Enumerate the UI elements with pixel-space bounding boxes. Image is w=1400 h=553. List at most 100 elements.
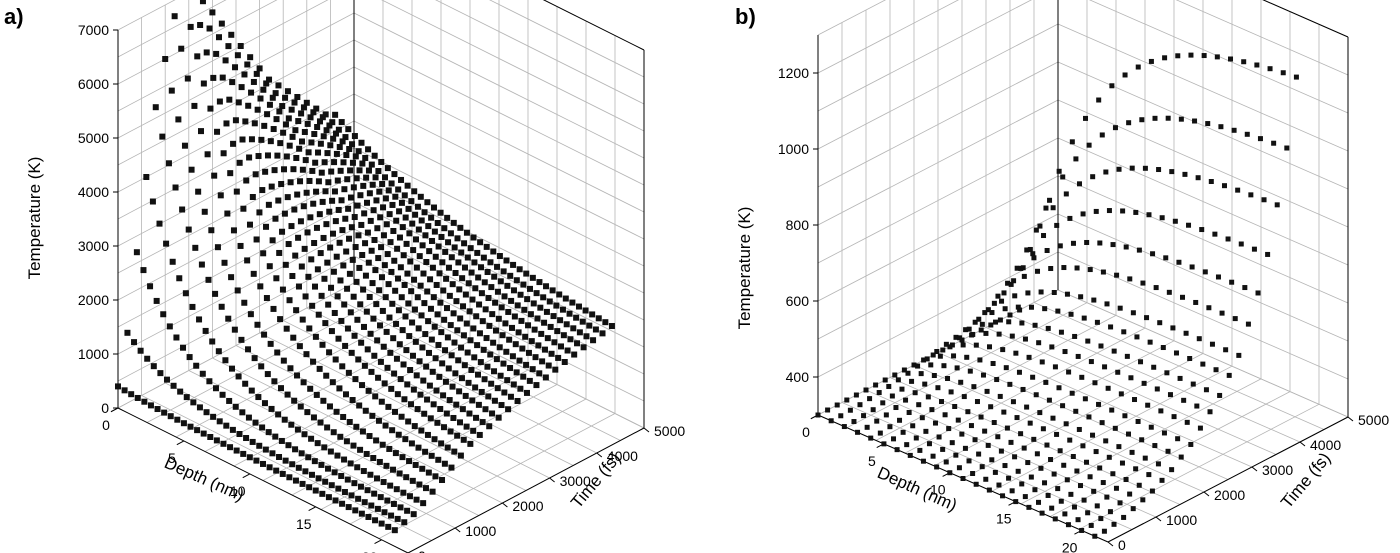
data-point xyxy=(304,120,311,127)
data-point xyxy=(214,244,221,251)
data-point xyxy=(376,287,383,294)
data-point xyxy=(252,171,259,178)
data-point xyxy=(987,344,993,350)
back-wall-grid-line xyxy=(817,23,1059,150)
data-point xyxy=(1129,165,1135,171)
data-point xyxy=(984,388,990,394)
data-points xyxy=(115,0,615,534)
data-point xyxy=(599,330,606,337)
data-point xyxy=(344,176,351,183)
data-point xyxy=(1015,468,1021,474)
data-point xyxy=(208,227,215,234)
data-point xyxy=(416,481,423,488)
data-point xyxy=(1181,397,1187,403)
data-point xyxy=(1122,72,1128,78)
data-point xyxy=(374,225,381,232)
data-point xyxy=(491,273,498,280)
data-point xyxy=(476,301,483,308)
data-point xyxy=(293,307,300,314)
data-point xyxy=(1180,294,1186,300)
data-point xyxy=(330,135,337,142)
data-point xyxy=(401,519,408,526)
data-point xyxy=(1094,319,1100,325)
data-point xyxy=(1019,481,1025,487)
data-point xyxy=(243,435,250,442)
data-point xyxy=(281,210,288,217)
data-point xyxy=(457,452,464,459)
data-point xyxy=(451,244,458,251)
data-point xyxy=(1171,414,1177,420)
series-t2600 xyxy=(237,43,521,404)
data-point xyxy=(245,414,252,421)
data-point xyxy=(445,239,452,246)
data-point xyxy=(337,167,344,174)
data-point xyxy=(457,419,464,426)
data-point xyxy=(361,499,368,506)
data-point xyxy=(429,237,436,244)
data-point xyxy=(271,167,278,174)
data-point xyxy=(251,355,258,362)
data-point xyxy=(970,331,976,337)
data-point xyxy=(351,332,358,339)
back-wall-grid-line xyxy=(117,0,227,58)
data-point xyxy=(536,279,543,286)
data-point xyxy=(344,476,351,483)
data-point xyxy=(286,297,293,304)
side-wall-grid-line xyxy=(353,39,645,186)
data-point xyxy=(1060,403,1066,409)
data-point xyxy=(1037,223,1043,229)
data-point xyxy=(225,315,232,322)
data-point xyxy=(1048,457,1054,463)
data-point xyxy=(529,274,536,281)
data-point xyxy=(257,95,264,102)
data-point xyxy=(296,343,303,350)
data-point xyxy=(521,306,528,313)
side-wall-grid-line xyxy=(1175,0,1349,76)
data-point xyxy=(310,200,317,207)
side-wall-grid-line xyxy=(353,66,645,213)
data-point xyxy=(526,285,533,292)
series-t2200 xyxy=(218,20,502,421)
data-point xyxy=(237,242,244,249)
depth-tick-label: 0 xyxy=(802,424,810,440)
z-tick-label: 800 xyxy=(786,217,810,233)
side-wall-grid-line xyxy=(1057,61,1349,190)
data-point xyxy=(1139,437,1145,443)
data-point xyxy=(319,341,326,348)
data-point xyxy=(143,174,150,180)
data-point xyxy=(319,114,326,121)
series-t1000 xyxy=(863,387,1146,503)
back-wall-grid-line xyxy=(817,175,1059,302)
data-point xyxy=(1028,304,1034,310)
data-point xyxy=(398,176,405,183)
data-point xyxy=(294,94,301,100)
data-point xyxy=(993,319,999,325)
data-point xyxy=(1100,480,1106,486)
data-point xyxy=(299,316,306,323)
data-point xyxy=(258,136,265,143)
data-point xyxy=(372,174,379,181)
data-point xyxy=(223,120,230,127)
data-point xyxy=(488,284,495,291)
time-tick-mark xyxy=(454,527,461,533)
data-point xyxy=(349,397,356,404)
data-point xyxy=(412,236,419,243)
data-point xyxy=(423,258,430,265)
data-point xyxy=(602,319,609,326)
data-point xyxy=(1032,487,1038,493)
data-point xyxy=(517,291,524,298)
data-point xyxy=(1172,218,1178,224)
data-point xyxy=(277,140,284,147)
data-point xyxy=(419,465,426,472)
data-point xyxy=(501,293,508,300)
data-point xyxy=(226,96,233,103)
data-point xyxy=(925,394,931,400)
data-point xyxy=(966,458,972,464)
data-point xyxy=(415,325,422,332)
data-point xyxy=(325,465,332,472)
data-point xyxy=(936,434,942,440)
data-point xyxy=(383,462,390,469)
data-point xyxy=(1124,353,1130,359)
data-point xyxy=(1077,483,1083,489)
data-point xyxy=(1031,436,1037,442)
